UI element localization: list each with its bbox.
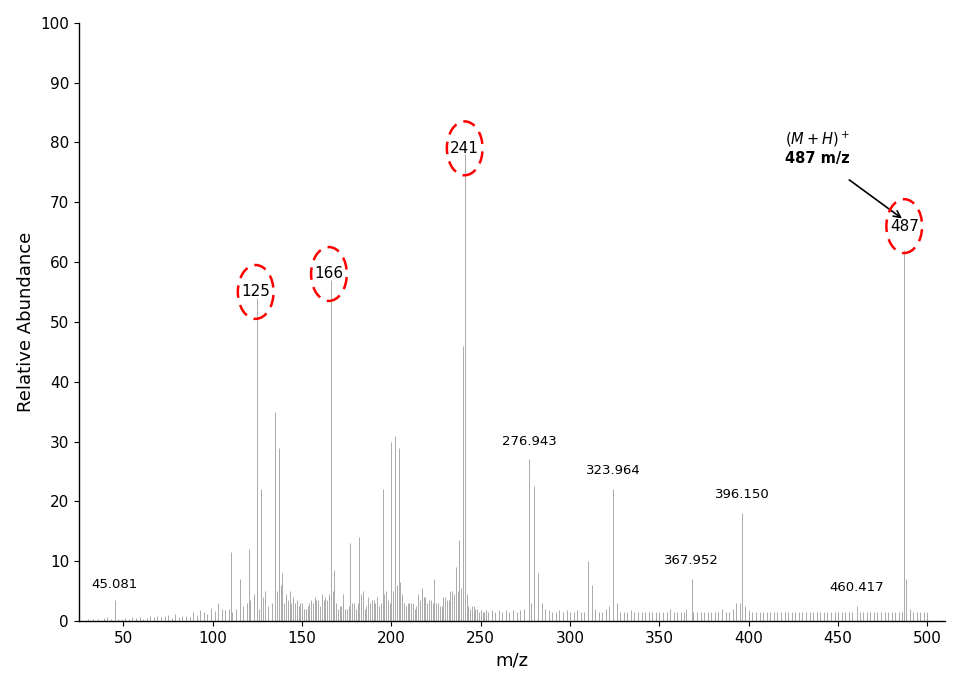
Text: 125: 125 xyxy=(241,285,270,300)
Text: 396.150: 396.150 xyxy=(714,488,769,501)
Y-axis label: Relative Abundance: Relative Abundance xyxy=(16,232,35,412)
Text: $(M+H)^+$
487 m/z: $(M+H)^+$ 487 m/z xyxy=(784,130,849,166)
Text: 45.081: 45.081 xyxy=(91,578,137,591)
Text: 367.952: 367.952 xyxy=(663,554,718,567)
Text: 487: 487 xyxy=(889,219,918,234)
Text: 276.943: 276.943 xyxy=(501,434,555,447)
Text: 460.417: 460.417 xyxy=(828,581,883,594)
X-axis label: m/z: m/z xyxy=(495,651,528,670)
Text: 241: 241 xyxy=(450,141,479,156)
Text: 166: 166 xyxy=(314,266,343,281)
Text: 323.964: 323.964 xyxy=(585,464,640,477)
